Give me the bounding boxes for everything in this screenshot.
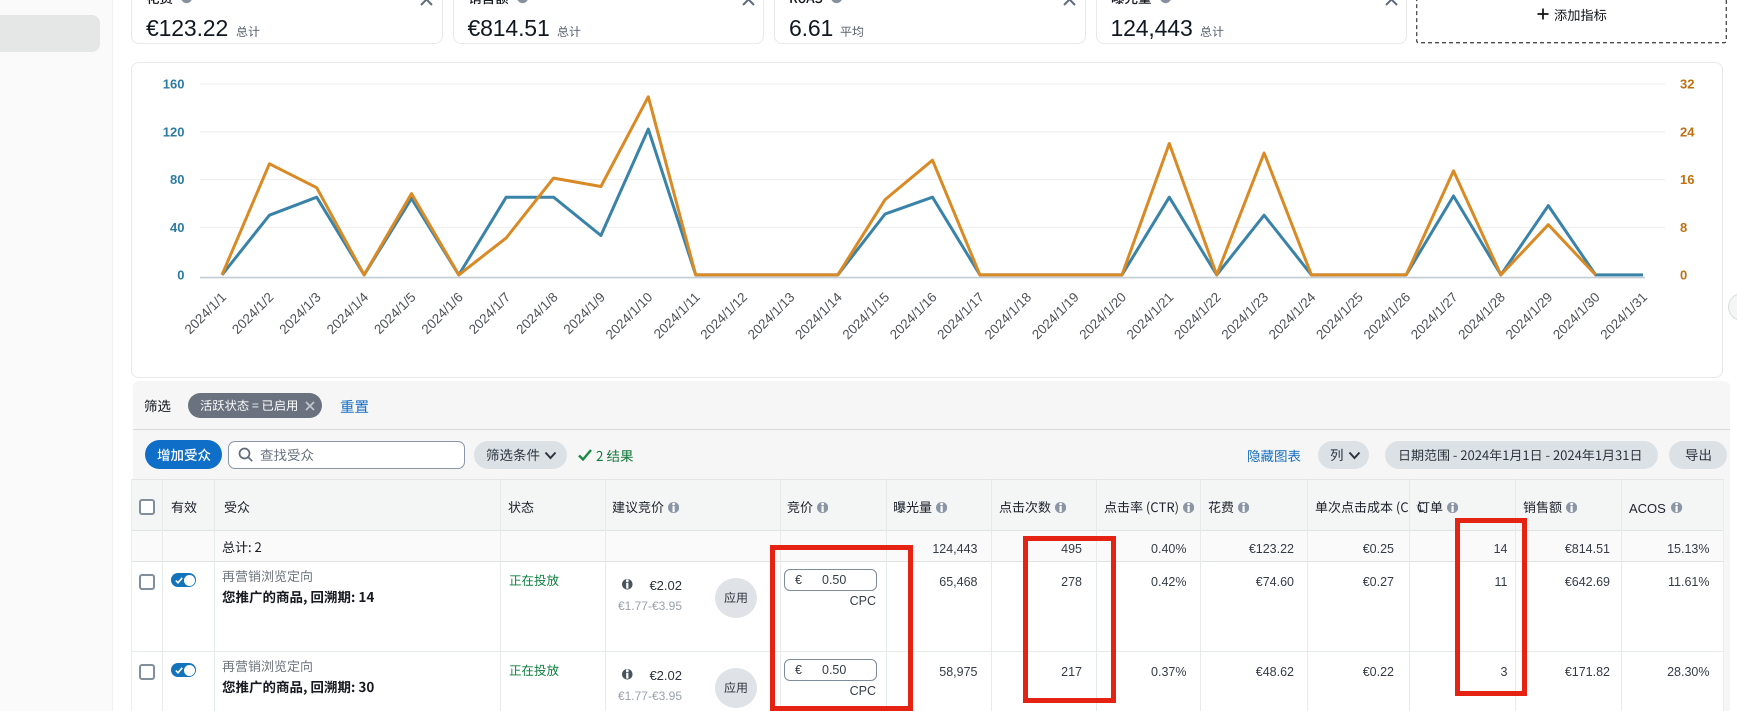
svg-text:2024/1/5: 2024/1/5 [371, 290, 418, 337]
svg-text:0: 0 [1680, 268, 1687, 283]
svg-text:120: 120 [163, 124, 185, 139]
svg-text:2024/1/21: 2024/1/21 [1124, 290, 1177, 343]
svg-text:2024/1/11: 2024/1/11 [651, 290, 703, 342]
svg-text:8: 8 [1680, 220, 1687, 235]
svg-text:2024/1/8: 2024/1/8 [513, 290, 560, 337]
svg-text:2024/1/3: 2024/1/3 [276, 290, 323, 337]
svg-text:2024/1/6: 2024/1/6 [418, 290, 465, 337]
svg-text:2024/1/7: 2024/1/7 [466, 290, 513, 337]
svg-text:2024/1/28: 2024/1/28 [1455, 290, 1508, 343]
svg-text:2024/1/24: 2024/1/24 [1266, 289, 1319, 342]
svg-text:40: 40 [170, 220, 184, 235]
svg-text:32: 32 [1680, 77, 1694, 92]
svg-text:2024/1/20: 2024/1/20 [1076, 290, 1129, 343]
svg-text:16: 16 [1680, 172, 1694, 187]
svg-text:2024/1/15: 2024/1/15 [839, 290, 892, 343]
svg-text:2024/1/17: 2024/1/17 [934, 290, 987, 343]
svg-text:24: 24 [1680, 124, 1695, 139]
svg-text:2024/1/30: 2024/1/30 [1550, 290, 1603, 343]
svg-text:2024/1/14: 2024/1/14 [792, 289, 845, 342]
svg-text:80: 80 [170, 172, 184, 187]
svg-text:2024/1/26: 2024/1/26 [1361, 290, 1414, 343]
svg-text:2024/1/13: 2024/1/13 [745, 290, 798, 343]
svg-text:2024/1/23: 2024/1/23 [1218, 290, 1271, 343]
svg-text:2024/1/22: 2024/1/22 [1171, 290, 1224, 343]
svg-text:2024/1/25: 2024/1/25 [1313, 290, 1366, 343]
svg-text:2024/1/2: 2024/1/2 [229, 290, 276, 337]
svg-text:2024/1/9: 2024/1/9 [561, 290, 608, 337]
svg-text:2024/1/16: 2024/1/16 [887, 290, 940, 343]
svg-text:0: 0 [177, 268, 184, 283]
svg-text:2024/1/10: 2024/1/10 [603, 290, 656, 343]
svg-text:160: 160 [163, 77, 185, 92]
svg-text:2024/1/1: 2024/1/1 [182, 290, 229, 337]
svg-text:2024/1/19: 2024/1/19 [1029, 290, 1082, 343]
svg-text:2024/1/27: 2024/1/27 [1408, 290, 1461, 343]
svg-text:2024/1/4: 2024/1/4 [324, 289, 372, 337]
svg-text:2024/1/29: 2024/1/29 [1503, 290, 1556, 343]
svg-text:2024/1/18: 2024/1/18 [982, 290, 1035, 343]
svg-text:2024/1/31: 2024/1/31 [1597, 290, 1650, 343]
svg-text:2024/1/12: 2024/1/12 [697, 290, 750, 343]
